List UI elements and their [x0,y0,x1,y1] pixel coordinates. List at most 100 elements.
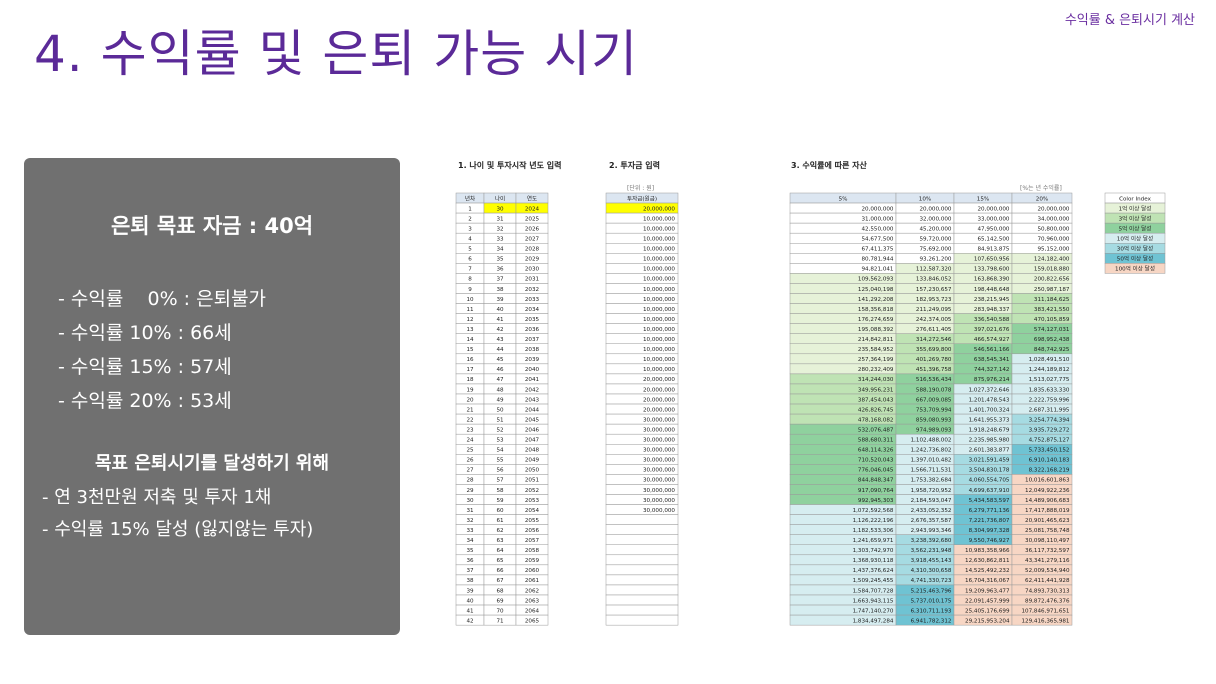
table2-cell-text: 10,000,000 [643,327,675,333]
table2-cell-text: 30,000,000 [643,417,675,423]
table1-cell-text: 38 [496,287,504,293]
color-index-label: 10억 이상 달성 [1117,235,1153,243]
table3-cell-text: 1,834,497,284 [853,618,894,624]
table3-cell-text: 211,249,095 [916,307,952,313]
table2-cell-text: 10,000,000 [643,237,675,243]
color-index-label: 50억 이상 달성 [1117,255,1153,263]
table3-cell-text: 198,448,648 [974,287,1010,293]
table3-cell-text: 1,566,711,531 [911,468,952,474]
table1-cell-text: 23 [466,427,474,433]
section2-unit: [단위 : 원] [627,185,655,192]
table1-cell-text: 2042 [525,387,539,393]
table1-cell-text: 4 [468,237,472,243]
table1-cell-text: 30 [496,206,504,212]
plan-list: - 연 3천만원 저축 및 투자 1채 - 수익률 15% 달성 (잃지않는 투… [42,482,313,546]
table3-cell-text: 1,072,592,568 [853,508,894,514]
table1-cell-text: 70 [496,608,504,614]
table2-cell [605,604,679,616]
table1-cell-text: 2055 [525,518,540,524]
table3-cell-text: 1,663,943,115 [853,598,894,604]
table2-cell-text: 10,000,000 [643,357,675,363]
table3-cell-text: 1,303,742,970 [853,548,894,554]
table3-cell-text: 1,182,533,306 [853,528,894,534]
table1-cell-text: 2032 [525,287,539,293]
table3-cell-text: 31,000,000 [861,216,893,222]
section1-title: 1. 나이 및 투자시작 년도 입력 [458,161,562,170]
table1-cell-text: 2053 [525,498,540,504]
table3-cell-text: 1,958,720,952 [911,488,952,494]
table3-cell-text: 1,368,930,118 [853,558,894,564]
table3-cell-text: 1,397,010,482 [911,458,952,464]
plan-item: - 연 3천만원 저축 및 투자 1채 [42,487,272,508]
rate-item: - 수익률 10% : 66세 [58,322,232,344]
table3-cell-text: 250,987,187 [1034,287,1070,293]
table1-cell-text: 47 [496,377,504,383]
table3-cell-text: 45,200,000 [919,226,951,232]
table1-cell-text: 2036 [525,327,540,333]
rate-item: - 수익률 15% : 57세 [58,356,232,378]
table2-cell-text: 10,000,000 [643,226,675,232]
table1-cell-text: 33 [466,528,474,534]
table3-cell-text: 574,127,031 [1034,327,1070,333]
table3-cell-text: 107,650,956 [974,257,1010,263]
table2-cell-text: 10,000,000 [643,277,675,283]
table3-cell-text: 257,364,199 [858,357,894,363]
table3-cell-text: 214,842,811 [858,337,894,343]
table3-cell-text: 917,090,764 [858,488,894,494]
table1-cell-text: 12 [466,317,473,323]
table1-header-text: 나이 [495,194,505,202]
summary-panel: 은퇴 목표 자금 : 40억 - 수익률 0% : 은퇴불가 - 수익률 10%… [24,158,400,635]
table3-cell-text: 59,720,000 [919,237,951,243]
table2-cell-text: 30,000,000 [643,448,675,454]
table1-cell-text: 2057 [525,538,540,544]
color-index-label: 100억 이상 달성 [1115,265,1155,273]
table1-cell-text: 7 [468,267,472,273]
table1-cell-text: 24 [466,438,474,444]
table1-cell-text: 46 [496,367,504,373]
table1-cell-text: 2033 [525,297,540,303]
table1-cell-text: 2052 [525,488,539,494]
table3-cell-text: 314,244,030 [858,377,894,383]
table1-cell-text: 2024 [525,206,540,212]
table1-cell-text: 2030 [525,267,540,273]
table3-cell-text: 3,562,231,948 [911,548,952,554]
table2-cell-text: 20,000,000 [643,387,675,393]
table3-cell-text: 20,000,000 [1037,206,1069,212]
table3-cell-text: 30,098,110,497 [1025,538,1070,544]
table3-cell-text: 478,168,082 [858,417,894,423]
table3-cell-text: 195,088,392 [858,327,894,333]
table1-cell-text: 33 [496,237,504,243]
table3-cell-text: 159,018,880 [1034,267,1070,273]
table3-cell-text: 2,687,311,995 [1029,407,1070,413]
table1-cell-text: 53 [496,438,504,444]
table3-cell-text: 744,327,142 [974,367,1010,373]
table1-cell-text: 30 [466,498,474,504]
table3-cell-text: 466,574,927 [974,337,1010,343]
table3-cell-text: 17,417,888,019 [1025,508,1070,514]
table3-cell-text: 1,028,491,510 [1029,357,1070,363]
table3-cell-text: 2,184,593,047 [911,498,952,504]
plan-item: - 수익률 15% 달성 (잃지않는 투자) [42,519,314,540]
table1-cell-text: 54 [496,448,504,454]
table1-cell-text: 28 [466,478,474,484]
rate-list: - 수익률 0% : 은퇴불가 - 수익률 10% : 66세 - 수익률 15… [58,282,266,418]
table3-cell-text: 43,341,279,116 [1025,558,1070,564]
table3-cell-text: 141,292,208 [858,297,894,303]
table1-cell-text: 45 [496,357,504,363]
table2-cell-text: 10,000,000 [643,337,675,343]
table3-header-text: 15% [977,196,989,202]
table2-cell [605,554,679,566]
table2-cell-text: 10,000,000 [643,267,675,273]
table1-cell-text: 2034 [525,307,540,313]
plan-heading: 목표 은퇴시기를 달성하기 위해 [94,453,330,474]
table3-cell-text: 859,080,993 [916,417,952,423]
table3-cell-text: 776,046,045 [858,468,894,474]
color-index-label: 5억 이상 달성 [1119,224,1152,232]
table3-cell-text: 470,105,859 [1034,317,1070,323]
table1-cell-text: 49 [496,397,504,403]
color-index-swatch [1104,263,1166,274]
table1-cell-text: 58 [496,488,504,494]
table3-cell-text: 1,126,222,196 [853,518,894,524]
table1-cell-text: 2056 [525,528,540,534]
table2-cell-text: 10,000,000 [643,287,675,293]
